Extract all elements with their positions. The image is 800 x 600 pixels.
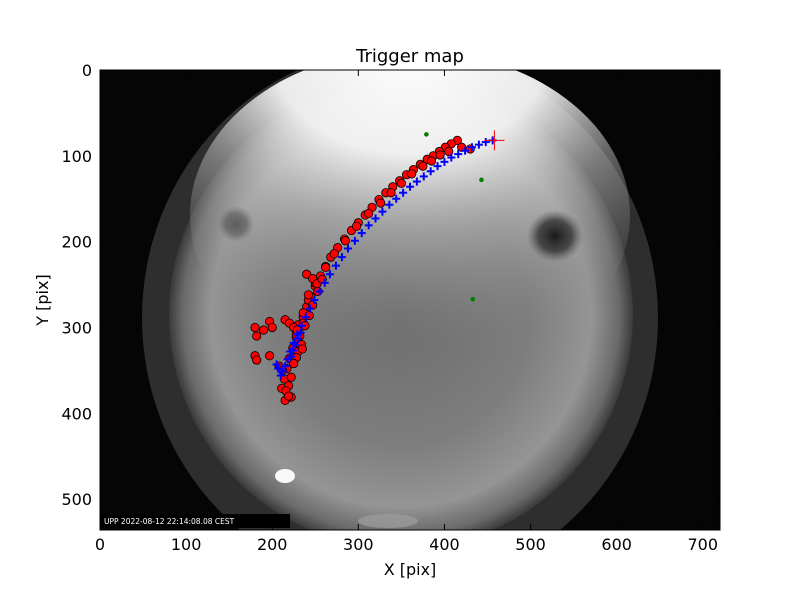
track-point [274,364,283,373]
timestamp-overlay: UPP 2022-08-12 22:14:08.08 CEST [104,517,235,526]
track-point [481,138,490,147]
track-point [433,162,442,171]
detection-point [259,325,269,335]
x-tick-label: 700 [688,535,719,554]
y-axis-label: Y [pix] [33,274,52,326]
track-point [468,143,476,152]
sky-image-background [100,70,720,530]
detection-point [386,188,396,198]
track-point [426,167,435,176]
detection-point [252,355,262,365]
track-point [272,360,281,369]
track-point [447,153,456,162]
x-tick-label: 0 [95,535,105,554]
track-point [385,200,394,209]
x-tick-label: 300 [343,535,374,554]
track-point [296,328,305,337]
star-marker [479,177,484,183]
track-point [288,346,297,355]
detection-point [321,262,331,272]
start-marker [484,130,505,151]
x-tick-label: 100 [171,535,202,554]
star-marker [470,296,476,302]
track-point [281,362,290,371]
detection-point [352,221,362,231]
y-tick-label: 100 [61,147,92,166]
track-point [337,253,346,262]
track-point [297,321,306,330]
detection-point [426,156,437,166]
track-point [371,214,380,223]
track-point [474,140,483,149]
track-point [419,172,428,181]
track-point [276,371,285,380]
y-tick-label: 500 [61,490,92,509]
x-tick-label: 200 [257,535,288,554]
detection-point [396,178,406,188]
detection-point [250,322,260,333]
star-marker [424,132,429,137]
detection-point [329,249,339,259]
detection-point [289,358,299,369]
track-point [331,261,340,270]
y-tick-label: 300 [61,318,92,337]
track-point [378,207,387,216]
x-axis-label: X [pix] [384,560,437,579]
detection-point [465,144,475,154]
track-point [278,367,287,376]
y-tick-label: 200 [61,233,92,252]
track-point [392,194,401,203]
track-point [325,270,334,279]
track-point [287,352,296,361]
track-point [301,313,310,322]
detection-point [407,169,417,179]
track-point [344,244,352,253]
data-marks [250,130,505,406]
detection-point [286,372,296,382]
track-point [461,146,470,155]
y-tick-label: 0 [82,61,92,80]
chart-title: Trigger map [355,46,464,67]
plot-frame [99,69,721,531]
y-tick-label: 400 [61,404,92,423]
track-point [406,182,414,191]
track-point [315,287,324,296]
track-point [291,340,300,349]
track-point [350,236,359,245]
track-point [440,157,449,166]
detection-point [340,236,351,246]
track-point [364,221,373,230]
track-point [454,150,463,159]
track-point [294,334,303,343]
track-point [412,177,421,186]
detection-point [418,161,428,171]
detection-point [303,290,313,300]
track-point [306,304,315,313]
track-point [310,296,319,304]
detection-point [265,351,275,361]
track-point [399,188,408,197]
detection-point [283,391,294,401]
detection-point [364,208,374,218]
detection-point [297,344,307,354]
x-tick-label: 500 [515,535,546,554]
track-point [357,229,366,238]
detection-point [252,331,262,341]
track-point [320,278,329,287]
detection-point [376,198,386,208]
x-tick-label: 600 [601,535,632,554]
detection-point [267,322,277,333]
axis-ticks: 0 100 200 300 400 500 600 700 0 100 200 300 400 500 [61,61,720,554]
detection-point [435,150,445,160]
x-tick-label: 400 [429,535,460,554]
